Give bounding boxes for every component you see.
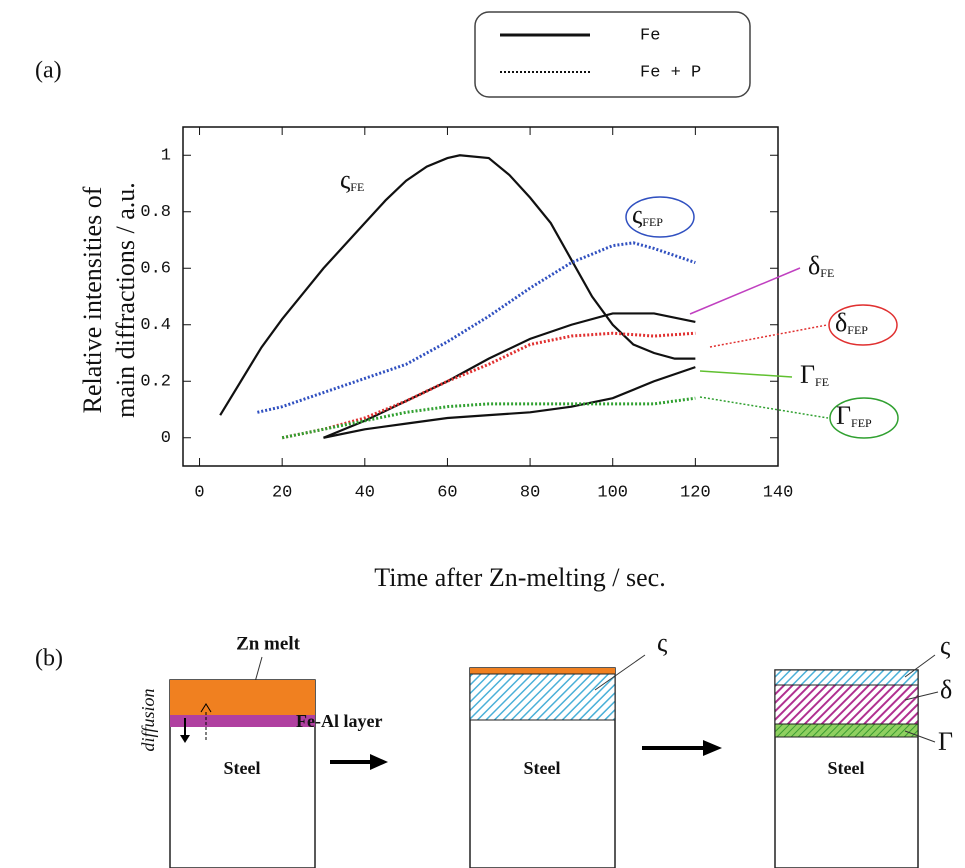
- x-tick-label: 100: [597, 483, 628, 502]
- zn-layer: [470, 668, 615, 674]
- x-tick-label: 40: [355, 483, 375, 502]
- plot-frame: [182, 126, 779, 467]
- arrow: [180, 735, 190, 743]
- curve-label-subscript: FEP: [642, 215, 663, 229]
- steel-label: Steel: [828, 758, 865, 778]
- leader: [699, 396, 829, 419]
- panel-label: (b): [35, 646, 63, 672]
- leader: [904, 654, 936, 678]
- leader: [699, 370, 793, 378]
- panel-label: (a): [35, 58, 62, 84]
- label-ellipse: [828, 304, 898, 346]
- x-tick-label: 60: [437, 483, 457, 502]
- delta-layer: [774, 684, 919, 725]
- x-tick-label: 80: [520, 483, 540, 502]
- arrow: [200, 703, 212, 713]
- zn-melt-layer: [170, 680, 315, 715]
- phase-label: ς: [940, 631, 951, 660]
- y-tick-label: 1: [161, 147, 171, 166]
- series-line: [257, 241, 696, 414]
- zeta-layer: [774, 669, 919, 686]
- y-tick-label: 0.8: [140, 203, 171, 222]
- steel-label: Steel: [224, 758, 261, 778]
- y-tick-label: 0.4: [140, 316, 171, 335]
- curve-label-symbol: ς: [340, 165, 351, 194]
- fe-al-layer-label: Fe-Al layer: [296, 711, 382, 731]
- y-tick-label: 0.2: [140, 373, 171, 392]
- x-tick-label: 20: [272, 483, 292, 502]
- y-tick-label: 0.6: [140, 260, 171, 279]
- curve-label: ςFE: [340, 165, 364, 194]
- series-line: [281, 331, 696, 440]
- diffusion-label: diffusion: [138, 688, 158, 751]
- y-axis-label: main diffractions / a.u.: [111, 182, 140, 418]
- zeta-layer: [469, 673, 616, 721]
- curve-label: δFE: [808, 251, 834, 280]
- x-axis-label: Time after Zn-melting / sec.: [374, 563, 665, 592]
- phase-label: Γ: [938, 727, 953, 756]
- x-tick-label: 140: [763, 483, 794, 502]
- label-ellipse: [829, 397, 899, 439]
- leader: [904, 691, 939, 701]
- label-ellipse: [625, 196, 695, 238]
- curve-label-subscript: FEP: [847, 323, 868, 337]
- series-line: [219, 154, 696, 416]
- curve-label-subscript: FE: [815, 375, 829, 389]
- chart: 0 20 40 60 80 100 120 140 0 0.2 0.4 0.6 0.8 1 Fe Fe + P…: [140, 26, 899, 502]
- phase-label: ς: [657, 628, 668, 657]
- legend-box: [474, 11, 751, 98]
- curve-label: ΓFE: [800, 360, 829, 389]
- curve-label: ΓFEP: [836, 401, 872, 430]
- leader: [594, 654, 646, 691]
- leader: [689, 267, 801, 315]
- curve-label-symbol: δ: [808, 251, 820, 280]
- curve-label-symbol: δ: [835, 308, 847, 337]
- curve-label-subscript: FEP: [851, 416, 872, 430]
- steel-label: Steel: [524, 758, 561, 778]
- arrow: [370, 754, 388, 770]
- leader: [709, 324, 828, 348]
- curve-label-subscript: FE: [350, 180, 364, 194]
- curve-label: δFEP: [835, 308, 868, 337]
- zn-melt-label: Zn melt: [236, 633, 301, 654]
- series-line: [323, 366, 696, 439]
- curve-label-symbol: Γ: [800, 360, 815, 389]
- y-tick-label: 0: [161, 429, 171, 448]
- arrow: [703, 740, 722, 756]
- diagram: (b) Zn melt Fe-Al layer diffusion Steel …: [35, 628, 953, 868]
- x-tick-label: 0: [194, 483, 204, 502]
- series-line: [323, 312, 696, 439]
- curve-label-symbol: Γ: [836, 401, 851, 430]
- x-tick-label: 120: [680, 483, 711, 502]
- fe-al-layer: [170, 715, 315, 727]
- leader: [904, 730, 936, 743]
- curve-label: ςFEP: [632, 200, 663, 229]
- curve-label-symbol: ς: [632, 200, 643, 229]
- legend-label: Fe + P: [640, 63, 701, 82]
- y-axis-label: Relative intensities of: [78, 186, 107, 413]
- phase-label: δ: [940, 675, 952, 704]
- curve-label-subscript: FE: [820, 266, 834, 280]
- series-line: [281, 396, 696, 440]
- gamma-layer: [774, 723, 919, 738]
- legend-label: Fe: [640, 26, 660, 45]
